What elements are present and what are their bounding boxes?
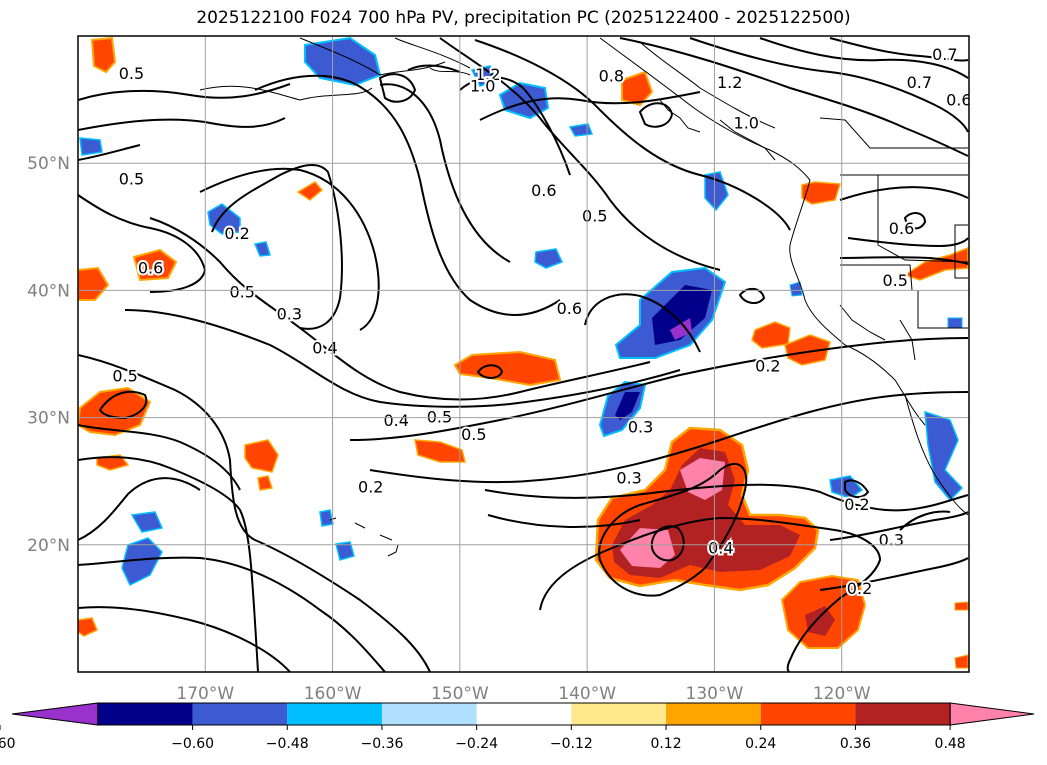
contour-label: 0.7 [932, 45, 957, 64]
lon-tick-label: 140°W [558, 684, 616, 700]
contour-label: 0.6 [946, 91, 971, 110]
colorbar-segment [192, 703, 288, 725]
contour-label: 0.7 [907, 73, 932, 92]
graticule [78, 36, 969, 672]
map-frame [77, 35, 970, 673]
colorbar-tick-label: −0.12 [550, 736, 593, 752]
lat-tick-label: 20°N [27, 536, 70, 556]
lon-tick-label: 160°W [304, 684, 362, 700]
lon-axis-labels: 170°W 160°W 150°W 140°W 130°W 120°W [176, 684, 870, 700]
contour-label: 0.6 [889, 219, 914, 238]
contour-label: 0.4 [312, 339, 337, 358]
colorbar-tick-label: −0.36 [361, 736, 404, 752]
colorbar-segment [760, 703, 856, 725]
colorbar-tick-label: −0.60 [171, 736, 214, 752]
contour-label: 0.6 [557, 299, 582, 318]
contour-label: 0.5 [582, 206, 607, 225]
lat-tick-label: 30°N [27, 409, 70, 429]
colorbar-segment [381, 703, 477, 725]
contour-label: 0.3 [277, 304, 302, 323]
lat-axis-labels: 20°N 30°N 40°N 50°N [27, 154, 70, 556]
lat-tick-label: 40°N [27, 281, 70, 301]
colorbar-tick-label: 0.24 [745, 736, 776, 752]
colorbar-tick-label: 0.60 [0, 736, 16, 752]
contour-label: 0.5 [112, 367, 137, 386]
lon-tick-label: 130°W [686, 684, 744, 700]
colorbar-outline [97, 702, 951, 726]
lon-tick-label: 150°W [431, 684, 489, 700]
colorbar-tick-label: 0.48 [935, 736, 966, 752]
colorbar-tick-label: −0.48 [266, 736, 309, 752]
colorbar-extend-low [11, 702, 99, 726]
pv-contour-layer [78, 37, 969, 672]
lon-tick-label: 170°W [176, 684, 234, 700]
colorbar-segment [476, 703, 572, 725]
map-panel: 0.50.50.60.51.21.00.8 1.21.00.70.70.60.60… [27, 35, 971, 700]
contour-label: 0.5 [119, 64, 144, 83]
colorbar-tick-label: −0.24 [455, 736, 498, 752]
contour-label: 0.5 [882, 271, 907, 290]
colorbar-tick-label: 0.12 [650, 736, 681, 752]
colorbar-segment [287, 703, 382, 725]
colorbar-extend-high [949, 702, 1035, 726]
contour-label: 0.3 [616, 468, 641, 487]
lon-tick-label: 120°W [813, 684, 871, 700]
contour-label: 0.2 [358, 477, 383, 496]
colorbar-tick-labels: −0.60 −0.48 −0.36 −0.24 −0.12 0.12 0.24 0.36 0.4… [0, 725, 966, 752]
colorbar-segments [11, 702, 1035, 726]
contour-label: 0.4 [708, 538, 733, 557]
lat-tick-label: 50°N [27, 154, 70, 174]
contour-label: 0.2 [224, 224, 249, 243]
contour-label: 0.2 [844, 495, 869, 514]
colorbar-segment [97, 703, 193, 725]
contour-label: 0.2 [847, 579, 872, 598]
contour-label: 1.0 [734, 113, 759, 132]
contour-label: 0.8 [599, 66, 624, 85]
map-title: 2025122100 F024 700 hPa PV, precipitatio… [196, 8, 851, 28]
contour-label: 1.2 [475, 65, 500, 84]
contour-label: 0.6 [138, 259, 163, 278]
contour-label: 0.6 [531, 181, 556, 200]
contour-label: 0.5 [461, 425, 486, 444]
contour-label: 0.4 [383, 411, 408, 430]
contour-label: 0.5 [119, 169, 144, 188]
contour-label: 0.5 [229, 283, 254, 302]
contour-label: 1.0 [470, 77, 495, 96]
colorbar-tick-label: 0.36 [840, 736, 871, 752]
contour-label: 1.2 [717, 73, 742, 92]
colorbar-segment [666, 703, 761, 725]
colorbar-segment [571, 703, 667, 725]
contour-label: 0.3 [879, 531, 904, 550]
contour-label: 0.3 [628, 418, 653, 437]
contour-label: 0.2 [755, 356, 780, 375]
colorbar-segment [855, 703, 951, 725]
contour-label: 0.5 [427, 407, 452, 426]
